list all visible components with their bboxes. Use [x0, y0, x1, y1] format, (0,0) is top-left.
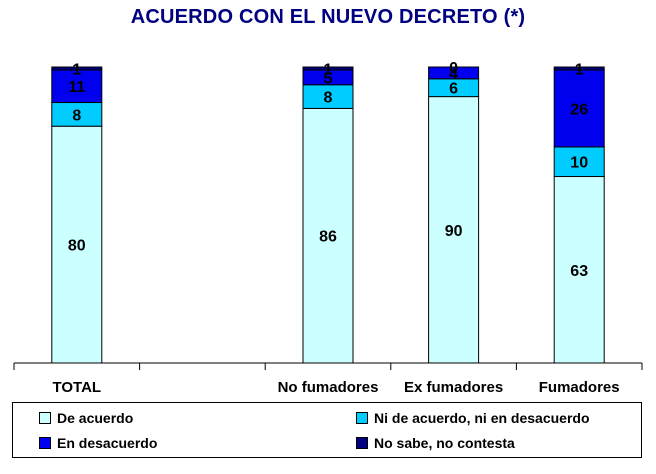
- x-tick-label-no-fumadores: No fumadores: [278, 379, 379, 396]
- legend-item-ni-de-acuerdo: Ni de acuerdo, ni en desacuerdo: [356, 410, 590, 426]
- data-label-no-fumadores-ni-de-acuerdo-ni-en-desacuerdo: 8: [324, 90, 333, 107]
- chart-title: ACUERDO CON EL NUEVO DECRETO (*): [0, 6, 656, 29]
- data-label-ex-fumadores-de-acuerdo: 90: [445, 223, 463, 240]
- bar-ex-fumadores-de-acuerdo: [428, 96, 480, 364]
- bar-fumadores-no-sabe-no-contesta: [553, 66, 605, 71]
- legend-swatch-no-sabe: [356, 437, 368, 450]
- data-label-total-en-desacuerdo: 11: [68, 79, 85, 96]
- bar-total-no-sabe-no-contesta: [51, 66, 103, 71]
- bar-fumadores-ni-de-acuerdo-ni-en-desacuerdo: [553, 146, 605, 178]
- x-tick-label-total: TOTAL: [52, 379, 101, 396]
- bar-ex-fumadores-en-desacuerdo: [428, 66, 480, 80]
- data-label-ex-fumadores-en-desacuerdo: 4: [449, 66, 458, 83]
- data-label-no-fumadores-no-sabe-no-contesta: 1: [324, 61, 333, 78]
- data-label-fumadores-no-sabe-no-contesta: 1: [575, 61, 584, 78]
- chart-title-footnote-mark: (*): [503, 6, 526, 28]
- data-label-ex-fumadores-no-sabe-no-contesta: 0: [449, 60, 458, 77]
- bar-total-de-acuerdo: [51, 125, 103, 364]
- data-label-total-no-sabe-no-contesta: 1: [72, 61, 81, 78]
- data-label-total-ni-de-acuerdo-ni-en-desacuerdo: 8: [72, 107, 81, 124]
- legend-item-no-sabe: No sabe, no contesta: [356, 435, 515, 451]
- legend-label-de-acuerdo: De acuerdo: [57, 410, 134, 426]
- bar-no-fumadores-no-sabe-no-contesta: [302, 66, 354, 71]
- bar-fumadores-en-desacuerdo: [553, 69, 605, 148]
- legend-item-en-desacuerdo: En desacuerdo: [39, 435, 157, 451]
- x-tick-label-ex-fumadores: Ex fumadores: [404, 379, 503, 396]
- legend-swatch-ni-de-acuerdo: [356, 412, 368, 425]
- legend-label-ni-de-acuerdo: Ni de acuerdo, ni en desacuerdo: [374, 410, 590, 426]
- data-label-total-de-acuerdo: 80: [68, 238, 86, 255]
- legend: De acuerdo Ni de acuerdo, ni en desacuer…: [12, 402, 642, 458]
- legend-label-en-desacuerdo: En desacuerdo: [57, 435, 158, 451]
- legend-label-no-sabe: No sabe, no contesta: [374, 435, 515, 451]
- bar-fumadores-de-acuerdo: [553, 176, 605, 364]
- x-tick-label-fumadores: Fumadores: [539, 379, 620, 396]
- data-label-fumadores-en-desacuerdo: 26: [570, 101, 588, 118]
- data-label-fumadores-ni-de-acuerdo-ni-en-desacuerdo: 10: [570, 155, 588, 172]
- data-label-no-fumadores-de-acuerdo: 86: [319, 229, 337, 246]
- chart-title-text: ACUERDO CON EL NUEVO DECRETO: [130, 6, 498, 28]
- legend-swatch-de-acuerdo: [39, 412, 51, 425]
- data-label-fumadores-de-acuerdo: 63: [570, 263, 588, 280]
- data-label-no-fumadores-en-desacuerdo: 5: [324, 70, 333, 87]
- data-label-ex-fumadores-ni-de-acuerdo-ni-en-desacuerdo: 6: [449, 81, 458, 98]
- legend-item-de-acuerdo: De acuerdo: [39, 410, 133, 426]
- legend-swatch-en-desacuerdo: [39, 437, 51, 450]
